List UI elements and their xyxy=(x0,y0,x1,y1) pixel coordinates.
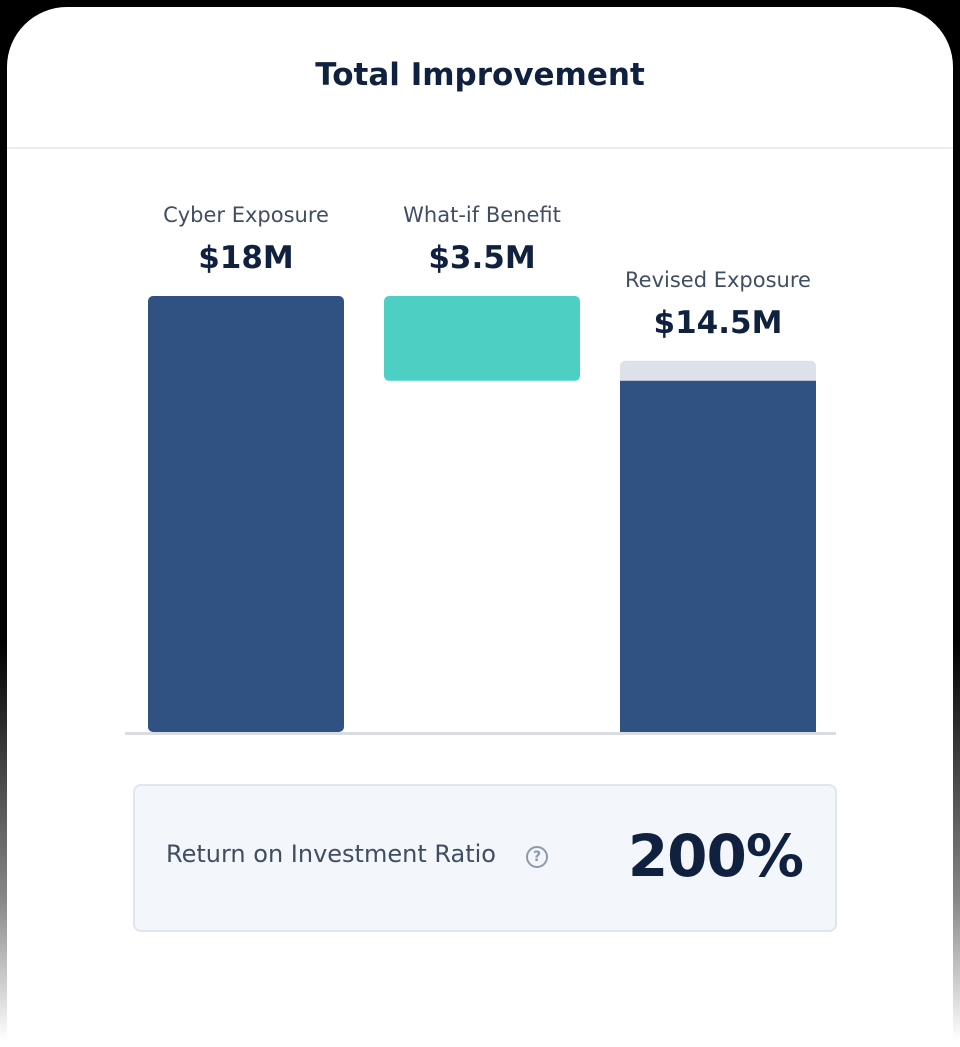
roi-panel: Return on Investment Ratio ? 200% xyxy=(133,784,837,932)
card-title: Total Improvement xyxy=(315,57,645,93)
category-label: What-if Benefit xyxy=(403,203,561,227)
value-label: $3.5M xyxy=(428,240,535,276)
x-axis-baseline xyxy=(125,732,836,735)
waterfall-chart: Cyber Exposure $18M What-if Benefit $3.5M Re… xyxy=(125,203,836,735)
roi-label: Return on Investment Ratio xyxy=(166,840,496,868)
category-label: Revised Exposure xyxy=(625,268,811,292)
question-circle-icon[interactable]: ? xyxy=(526,846,548,868)
bar-what-if-benefit xyxy=(384,296,580,381)
card-header: Total Improvement xyxy=(7,7,953,149)
bar-cyber-exposure xyxy=(148,296,344,732)
bar-revised-exposure xyxy=(620,380,816,732)
roi-value: 200% xyxy=(627,822,804,890)
total-improvement-card: Total Improvement Cyber Exposure $18M What… xyxy=(7,7,953,1047)
category-label: Cyber Exposure xyxy=(163,203,329,227)
value-label: $14.5M xyxy=(654,305,783,341)
value-label: $18M xyxy=(198,240,294,276)
